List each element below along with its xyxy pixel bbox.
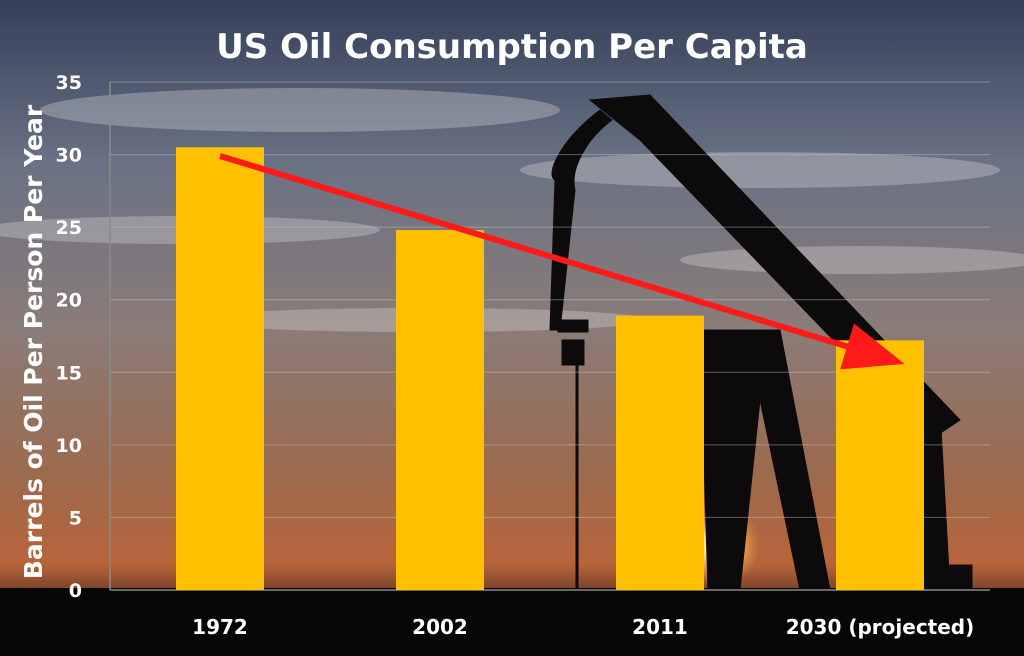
y-tick-label-15: 15 xyxy=(56,362,82,384)
y-tick-label-20: 20 xyxy=(56,290,82,312)
x-tick-label-1972: 1972 xyxy=(192,615,248,639)
x-tick-label-2030-projected-: 2030 (projected) xyxy=(786,615,975,639)
bar-1972 xyxy=(176,147,264,591)
ground xyxy=(0,588,1024,656)
y-tick-label-5: 5 xyxy=(69,507,82,529)
bar-2002 xyxy=(396,230,484,590)
chart-title: US Oil Consumption Per Capita xyxy=(216,27,808,67)
y-axis-label: Barrels of Oil Per Person Per Year xyxy=(19,104,48,579)
bar-2011 xyxy=(616,315,704,590)
x-tick-label-2002: 2002 xyxy=(412,615,468,639)
bar-2030-projected- xyxy=(836,340,924,590)
y-tick-label-30: 30 xyxy=(56,145,82,167)
trend-arrow xyxy=(219,153,905,370)
y-tick-label-10: 10 xyxy=(56,435,82,457)
x-tick-label-2011: 2011 xyxy=(632,615,688,639)
y-tick-label-35: 35 xyxy=(56,72,82,94)
y-tick-label-25: 25 xyxy=(56,217,82,239)
y-tick-label-0: 0 xyxy=(69,580,82,602)
